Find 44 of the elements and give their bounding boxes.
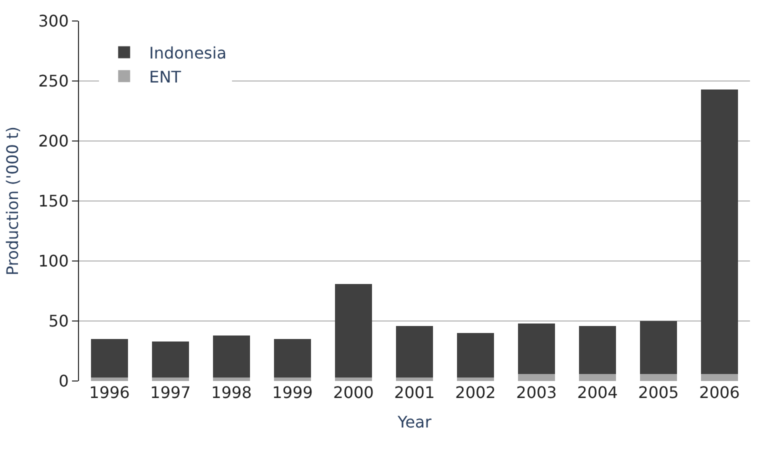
bar bbox=[152, 341, 189, 378]
y-tick-label: 250 bbox=[38, 72, 69, 91]
legend-label: ENT bbox=[149, 67, 182, 86]
bar bbox=[274, 339, 311, 378]
bar bbox=[335, 284, 372, 378]
bar bbox=[335, 377, 372, 381]
x-tick-label: 1998 bbox=[211, 383, 252, 402]
bar bbox=[457, 333, 494, 378]
x-tick-label: 2005 bbox=[638, 383, 679, 402]
x-axis-title: Year bbox=[396, 412, 432, 432]
bar bbox=[274, 377, 311, 381]
bar bbox=[579, 326, 616, 374]
y-tick-label: 300 bbox=[38, 12, 69, 31]
x-tick-label: 1996 bbox=[89, 383, 130, 402]
bar bbox=[457, 377, 494, 381]
x-tick-label: 2002 bbox=[455, 383, 496, 402]
bar bbox=[91, 377, 128, 381]
y-tick-label: 0 bbox=[58, 372, 69, 391]
y-tick-label: 150 bbox=[38, 192, 69, 211]
x-tick-label: 2001 bbox=[394, 383, 435, 402]
y-axis-title: Production ('000 t) bbox=[3, 126, 22, 276]
bar bbox=[91, 339, 128, 378]
bar bbox=[213, 377, 250, 381]
bar bbox=[518, 323, 555, 374]
x-tick-label: 2000 bbox=[333, 383, 374, 402]
bar bbox=[396, 326, 433, 378]
bar bbox=[640, 321, 677, 374]
bar bbox=[396, 377, 433, 381]
bar bbox=[640, 374, 677, 381]
y-tick-label: 50 bbox=[48, 312, 69, 331]
bar bbox=[701, 89, 738, 374]
x-tick-label: 1999 bbox=[272, 383, 313, 402]
bar bbox=[213, 335, 250, 378]
bar bbox=[152, 377, 189, 381]
y-tick-label: 200 bbox=[38, 132, 69, 151]
bar bbox=[518, 374, 555, 381]
bar bbox=[701, 374, 738, 381]
x-tick-label: 2003 bbox=[516, 383, 557, 402]
legend-label: Indonesia bbox=[149, 44, 227, 63]
x-tick-label: 2006 bbox=[699, 383, 740, 402]
x-tick-label: 1997 bbox=[150, 383, 191, 402]
bar bbox=[579, 374, 616, 381]
x-tick-label: 2004 bbox=[577, 383, 618, 402]
y-tick-label: 100 bbox=[38, 252, 69, 271]
